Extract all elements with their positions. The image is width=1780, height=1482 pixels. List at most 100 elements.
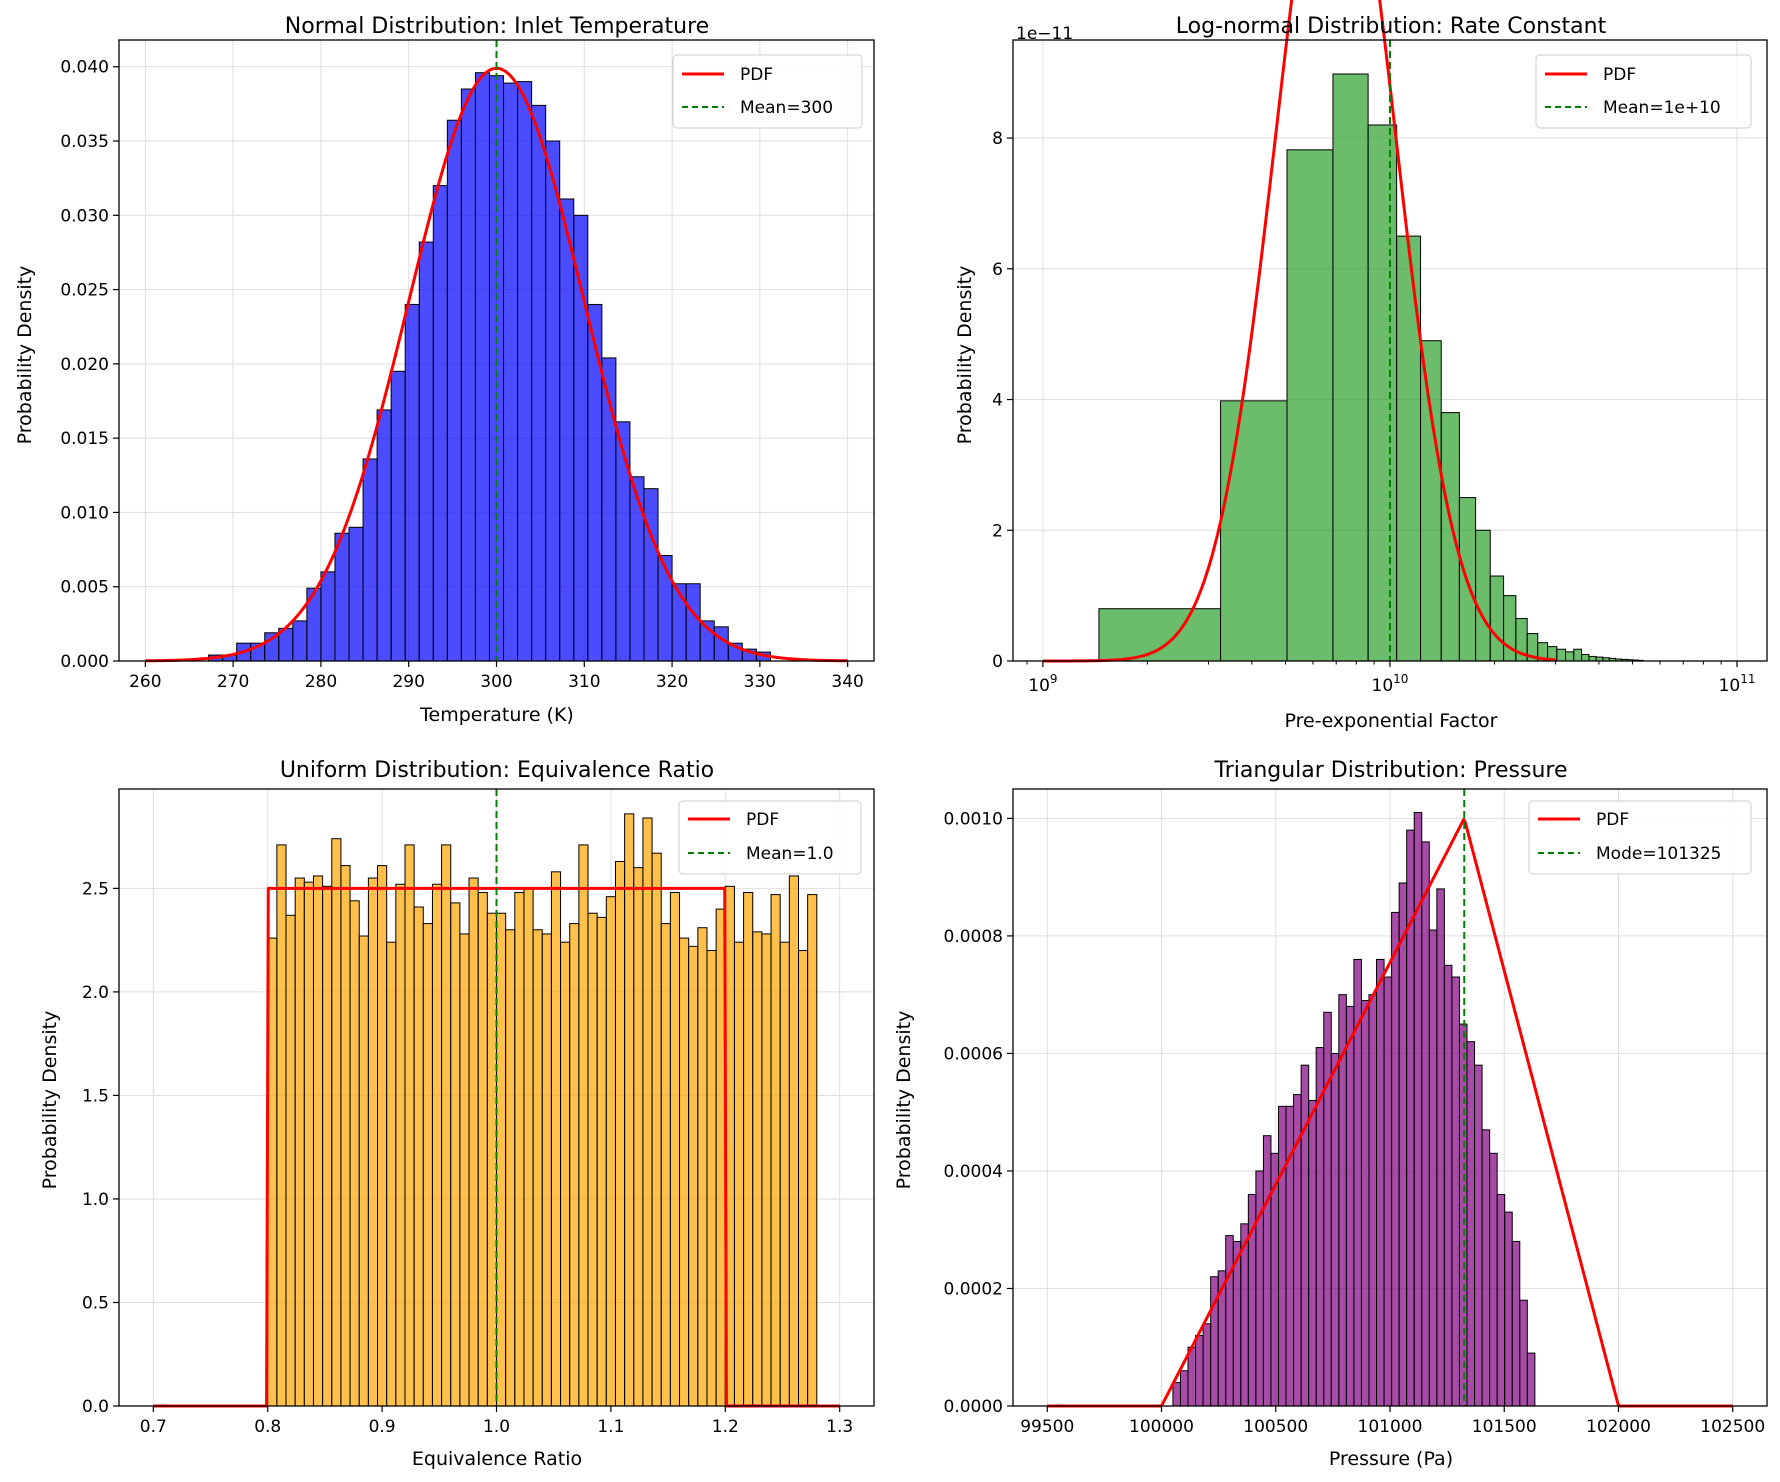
histogram-bar <box>1195 1334 1204 1407</box>
histogram-bar <box>358 935 369 1407</box>
histogram-bar <box>1489 575 1505 662</box>
panel-triangular: 99500 100000 100500 101000 101500 102000 10250… <box>893 758 1768 1470</box>
histogram-bar <box>752 931 763 1407</box>
y-tick-label: 0 <box>992 652 1003 672</box>
legend-mean-label: Mean=1.0 <box>746 844 834 864</box>
histogram-bar <box>1466 1041 1476 1407</box>
histogram-bar <box>713 626 729 662</box>
histogram-bar <box>1255 1170 1264 1407</box>
histogram-bar <box>1420 340 1442 662</box>
histogram-bar <box>596 916 607 1407</box>
chart-title: Uniform Distribution: Equivalence Ratio <box>280 758 714 783</box>
histogram-bar <box>432 185 448 662</box>
panel-normal: 260 270 280 290 300 310 320 330 340 0.0000.0050.… <box>14 14 875 726</box>
y-tick-label: 0.0002 <box>944 1279 1003 1299</box>
legend: PDF Mean=1.0 <box>678 800 862 875</box>
legend: PDF Mode=101325 <box>1528 800 1752 875</box>
histogram-bar <box>1220 400 1288 662</box>
histogram-bar <box>422 923 433 1407</box>
histogram-bar <box>1187 1346 1197 1407</box>
histogram-bar <box>1332 73 1369 662</box>
y-tick-label: 2.5 <box>82 879 109 899</box>
histogram-bar <box>685 583 701 662</box>
histogram-bar <box>1588 655 1597 662</box>
histogram-bar <box>377 865 388 1407</box>
histogram-bar <box>322 885 333 1407</box>
histogram-bar <box>474 72 490 662</box>
histogram-bar <box>1573 648 1583 662</box>
histogram-bar <box>1398 882 1408 1407</box>
y-ticks: 0.0 0.5 1.0 1.5 2.0 2.5 <box>82 879 119 1417</box>
histogram-bar <box>1172 1381 1181 1407</box>
histogram-bar <box>1098 608 1222 662</box>
histogram-bar <box>550 871 562 1407</box>
histogram-bars <box>267 813 818 1407</box>
histogram-bar <box>1262 1135 1272 1407</box>
y-tick-label: 6 <box>992 260 1003 280</box>
histogram-bar <box>496 912 507 1407</box>
histogram-bar <box>559 198 575 662</box>
histogram-bar <box>1376 958 1385 1407</box>
histogram-bars <box>1098 73 1644 662</box>
pdf-curve-line <box>1047 817 1733 1408</box>
histogram-bar <box>441 844 452 1407</box>
x-axis-label: Pressure (Pa) <box>1329 1448 1453 1470</box>
histogram-bar <box>431 883 443 1407</box>
histogram-bar <box>1489 1152 1498 1407</box>
histogram-bar <box>605 896 616 1407</box>
histogram-bar <box>651 852 662 1407</box>
pdf-curve <box>1042 0 1556 663</box>
x-tick-label: 310 <box>568 672 600 692</box>
y-axis-label: Probability Density <box>14 266 36 445</box>
histogram-bar <box>1277 1105 1287 1407</box>
y-tick-label: 0.010 <box>60 503 109 523</box>
legend-box <box>1528 800 1752 875</box>
histogram-bar <box>531 104 547 662</box>
histogram-bar <box>395 883 406 1407</box>
histogram-bar <box>706 949 717 1407</box>
histogram-bar <box>660 923 671 1407</box>
histogram-bar <box>1519 1299 1528 1407</box>
histogram-bar <box>376 409 392 662</box>
y-tick-label: 0.020 <box>60 355 109 375</box>
histogram-bar <box>779 941 790 1407</box>
y-tick-label: 0.005 <box>60 578 109 598</box>
histogram-bar <box>348 526 364 662</box>
x-tick-label: 100500 <box>1243 1417 1308 1437</box>
histogram-bar <box>320 571 336 662</box>
histogram-bar <box>517 81 533 662</box>
histogram-bar <box>545 140 561 662</box>
x-tick-label: 0.9 <box>369 1417 396 1437</box>
histogram-bar <box>788 875 800 1407</box>
y-tick-label: 0.040 <box>60 58 109 78</box>
y-ticks: 0.0000 0.0002 0.0004 0.0006 0.0008 0.0010 <box>944 809 1013 1417</box>
x-axis-label: Pre-exponential Factor <box>1285 710 1498 732</box>
histogram-bar <box>303 881 314 1407</box>
pdf-curve-line <box>1042 0 1556 663</box>
histogram-bar <box>633 867 644 1407</box>
y-tick-label: 0.015 <box>60 429 109 449</box>
histogram-bar <box>477 892 488 1407</box>
histogram-bar <box>486 912 497 1407</box>
histogram-bar <box>386 941 397 1407</box>
y-tick-label: 0.5 <box>82 1293 109 1313</box>
x-axis-label: Temperature (K) <box>419 704 574 726</box>
legend-pdf-label: PDF <box>740 65 773 85</box>
x-tick-label: 320 <box>656 672 688 692</box>
histogram-bar <box>1556 648 1567 662</box>
histogram-bar <box>459 933 470 1407</box>
y-tick-label: 0.0 <box>82 1397 109 1417</box>
y-tick-label: 0.0006 <box>944 1044 1003 1064</box>
histogram-bar <box>532 929 543 1407</box>
histogram-bar <box>404 303 420 662</box>
histogram-bar <box>1308 1099 1317 1407</box>
histogram-bar <box>1440 412 1460 662</box>
x-tick-label: 290 <box>392 672 424 692</box>
histogram-bar <box>418 241 434 662</box>
histogram-bar <box>807 894 818 1407</box>
histogram-bar <box>1286 149 1334 662</box>
histogram-bars <box>1172 812 1536 1407</box>
legend-mean-label: Mean=1e+10 <box>1603 98 1721 118</box>
histogram-bar <box>1368 994 1378 1407</box>
